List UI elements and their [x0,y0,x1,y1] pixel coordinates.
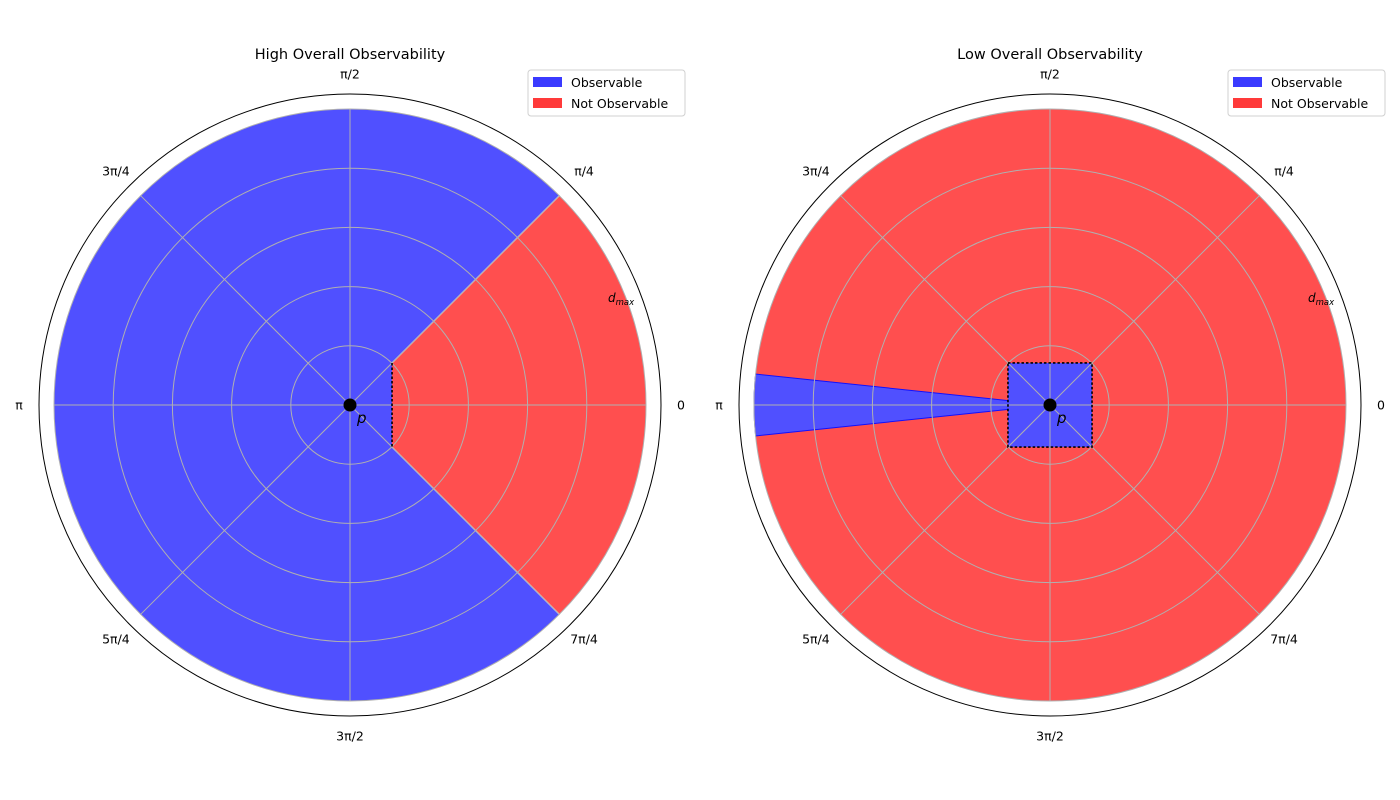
grid-spoke [349,404,560,615]
legend-swatch [1233,98,1262,108]
center-label: p [356,409,367,427]
angle-tick-label: π/4 [1274,163,1294,178]
legend-swatch [533,98,562,108]
angle-tick-label: 3π/4 [802,163,830,178]
grid-spoke [349,195,560,406]
radial-label-dmax: dmax [608,291,635,308]
obstacle-square [1007,362,1093,448]
angle-tick-label: π/2 [340,67,360,82]
grid-spoke [1049,195,1260,406]
angle-tick-label: 7π/4 [570,632,598,647]
grid-spoke [1049,404,1260,615]
legend-label: Not Observable [1271,96,1368,111]
chart-title: High Overall Observability [255,47,446,63]
legend: Observable Not Observable [527,69,686,117]
angle-tick-label: π [15,398,23,413]
angle-tick-label: 5π/4 [802,632,830,647]
angle-tick-label: π/2 [1040,67,1060,82]
legend-swatch [533,77,562,87]
angle-tick-label: 3π/4 [102,163,130,178]
angle-tick-label: 7π/4 [1270,632,1298,647]
legend-label: Observable [1271,75,1343,90]
angle-tick-label: 0 [677,398,685,413]
legend-box [1227,69,1386,117]
angle-tick-label: π [715,398,723,413]
legend: Observable Not Observable [1227,69,1386,117]
grid-spoke [840,195,1051,406]
angle-tick-label: 0 [1377,398,1385,413]
center-point [343,398,357,412]
legend-box [527,69,686,117]
grid-spoke [140,404,351,615]
radial-label-dmax: dmax [1308,291,1335,308]
polar-chart-2: p 0 π/4 π/2 3π/4 π 5π/4 3π/2 7π/4 dmax Low Overall… [715,47,1386,744]
grid-spoke [840,404,1051,615]
legend-swatch [1233,77,1262,87]
angle-tick-label: 3π/2 [1036,729,1064,744]
polar-axis-frame [38,93,662,717]
angle-tick-label: 5π/4 [102,632,130,647]
grid-spoke [140,195,351,406]
polar-axis-frame [738,93,1362,717]
angle-tick-label: 3π/2 [336,729,364,744]
polar-chart-1: p 0 π/4 π/2 3π/4 π 5π/4 3π/2 7π/4 dmax High Overal… [15,47,686,744]
angle-tick-label: π/4 [574,163,594,178]
center-point [1043,398,1057,412]
chart-title: Low Overall Observability [957,47,1143,63]
legend-label: Observable [571,75,643,90]
legend-label: Not Observable [571,96,668,111]
center-label: p [1056,409,1067,427]
